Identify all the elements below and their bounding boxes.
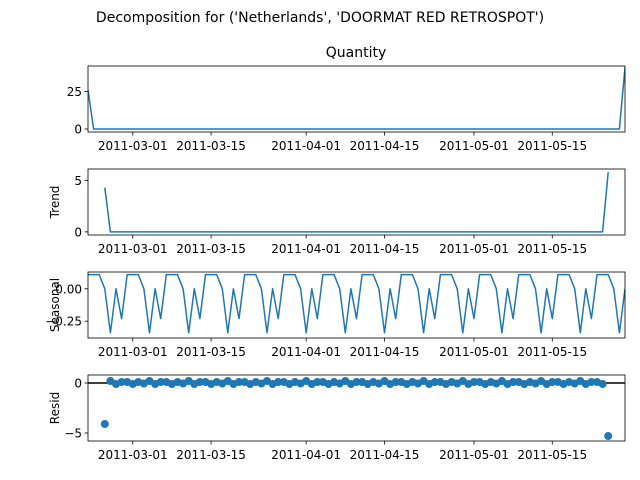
quantity-xtick-label: 2011-05-15	[517, 139, 587, 153]
trend-ylabel: Trend	[48, 186, 62, 220]
seasonal-xtick-label: 2011-03-15	[176, 345, 246, 359]
quantity-panel-title: Quantity	[326, 45, 387, 61]
trend-xtick-label: 2011-04-01	[271, 242, 341, 256]
figure-suptitle: Decomposition for ('Netherlands', 'DOORM…	[96, 10, 544, 26]
quantity-xtick-label: 2011-04-01	[271, 139, 341, 153]
quantity-xtick-label: 2011-05-01	[439, 139, 509, 153]
resid-point	[598, 380, 607, 388]
trend-ytick-label: 0	[74, 225, 82, 239]
resid-point	[548, 378, 557, 386]
resid-ylabel: Resid	[48, 392, 62, 424]
resid-xtick-label: 2011-05-15	[517, 448, 587, 462]
resid-point	[587, 378, 596, 386]
resid-xtick-label: 2011-05-01	[439, 448, 509, 462]
resid-data-area	[88, 377, 625, 440]
resid-ytick-label: 0	[74, 377, 82, 391]
resid-ytick-label: −5	[64, 427, 82, 441]
seasonal-series-line	[88, 273, 625, 334]
quantity-panel: 0 25 2011-03-01 2011-03-15 2011-04-01 2011-04…	[67, 65, 626, 153]
quantity-xtick-label: 2011-03-01	[98, 139, 168, 153]
trend-panel: 0 5 2011-03-01 2011-03-15 2011-04-01 2011-04-…	[48, 168, 626, 256]
seasonal-axes-frame	[87, 271, 626, 339]
quantity-xtick-label: 2011-04-15	[350, 139, 420, 153]
trend-series-line	[104, 172, 609, 233]
resid-point	[352, 378, 361, 386]
resid-point	[430, 378, 439, 386]
trend-xtick-label: 2011-05-15	[517, 242, 587, 256]
trend-data-area	[104, 172, 609, 233]
trend-axes-frame	[87, 168, 626, 236]
resid-xtick-label: 2011-04-01	[271, 448, 341, 462]
trend-xtick-label: 2011-05-01	[439, 242, 509, 256]
resid-xtick-label: 2011-04-15	[350, 448, 420, 462]
resid-outlier-point	[604, 432, 613, 440]
resid-point	[235, 378, 243, 386]
seasonal-xtick-label: 2011-03-01	[98, 345, 168, 359]
resid-point	[274, 378, 283, 386]
quantity-data-area	[88, 67, 625, 130]
resid-point	[117, 378, 126, 386]
resid-outlier-point	[100, 420, 109, 428]
resid-point	[509, 378, 518, 386]
seasonal-xtick-label: 2011-05-01	[439, 345, 509, 359]
trend-xtick-label: 2011-03-15	[176, 242, 246, 256]
seasonal-ytick-label: 0.00	[55, 282, 82, 296]
quantity-axes-frame	[87, 65, 626, 133]
resid-point	[470, 378, 478, 386]
seasonal-data-area	[88, 273, 625, 334]
resid-point	[391, 378, 400, 386]
resid-xtick-label: 2011-03-15	[176, 448, 246, 462]
resid-panel: 0 −5 2011-03-01 2011-03-15 2011-04-01 2011-04…	[48, 374, 626, 462]
quantity-series-line	[88, 67, 625, 130]
seasonal-panel: 0.00 −0.25 2011-03-01 2011-03-15 2011-04-01 2…	[45, 271, 626, 359]
resid-point	[195, 378, 204, 386]
trend-xtick-label: 2011-03-01	[98, 242, 168, 256]
resid-point	[156, 378, 165, 386]
trend-ytick-label: 5	[74, 174, 82, 188]
trend-xtick-label: 2011-04-15	[350, 242, 420, 256]
quantity-xtick-label: 2011-03-15	[176, 139, 246, 153]
panels-group: 0 25 2011-03-01 2011-03-15 2011-04-01 2011-04…	[45, 65, 626, 462]
seasonal-xtick-label: 2011-04-15	[350, 345, 420, 359]
seasonal-xtick-label: 2011-04-01	[271, 345, 341, 359]
resid-point	[313, 378, 322, 386]
seasonal-xtick-label: 2011-05-15	[517, 345, 587, 359]
quantity-ytick-label: 0	[74, 123, 82, 137]
seasonal-ylabel: Seasonal	[48, 278, 62, 332]
quantity-ytick-label: 25	[67, 85, 82, 99]
resid-xtick-label: 2011-03-01	[98, 448, 168, 462]
resid-axes-frame	[87, 374, 626, 442]
seasonal-ytick-label: −0.25	[45, 315, 82, 329]
